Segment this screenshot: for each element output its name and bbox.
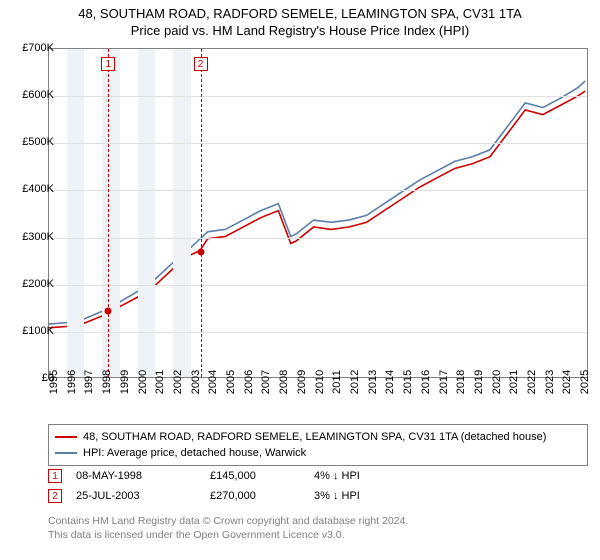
shaded-band [102,49,120,377]
x-tick-label: 2007 [260,370,272,394]
legend-swatch [55,452,77,454]
attribution: Contains HM Land Registry data © Crown c… [48,514,588,542]
x-tick-label: 2018 [455,370,467,394]
sale-price: £270,000 [210,490,300,502]
title-subtitle: Price paid vs. HM Land Registry's House … [0,23,600,38]
gridline [49,332,587,333]
sale-marker-line [108,49,109,377]
x-tick-label: 1998 [101,370,113,394]
sale-marker-box: 2 [194,57,208,71]
sale-price: £145,000 [210,470,300,482]
attribution-line1: Contains HM Land Registry data © Crown c… [48,514,588,528]
x-tick-label: 2022 [526,370,538,394]
x-tick-label: 2009 [296,370,308,394]
sale-row-marker: 1 [48,469,62,483]
x-tick-label: 2008 [278,370,290,394]
x-tick-label: 2001 [154,370,166,394]
series-line [49,81,585,324]
sale-hpi: 3% ↓ HPI [314,490,394,502]
legend-label: 48, SOUTHAM ROAD, RADFORD SEMELE, LEAMIN… [83,431,546,443]
y-tick-label: £300K [22,231,54,243]
gridline [49,190,587,191]
attribution-line2: This data is licensed under the Open Gov… [48,528,588,542]
x-tick-label: 2021 [508,370,520,394]
x-tick-label: 2020 [491,370,503,394]
y-tick-label: £400K [22,183,54,195]
x-tick-label: 2015 [402,370,414,394]
shaded-band [67,49,85,377]
gridline [49,96,587,97]
x-tick-label: 2006 [243,370,255,394]
x-tick-label: 1999 [119,370,131,394]
gridline [49,285,587,286]
x-tick-label: 2010 [314,370,326,394]
sale-marker-dot [105,307,112,314]
title-address: 48, SOUTHAM ROAD, RADFORD SEMELE, LEAMIN… [0,6,600,21]
x-tick-label: 2019 [473,370,485,394]
gridline [49,238,587,239]
x-tick-label: 2016 [420,370,432,394]
chart-area: 12 [48,48,588,378]
x-tick-label: 2023 [544,370,556,394]
series-line [49,91,585,328]
legend-row: HPI: Average price, detached house, Warw… [55,445,581,461]
x-tick-label: 1997 [83,370,95,394]
legend-label: HPI: Average price, detached house, Warw… [83,447,306,459]
x-tick-label: 2011 [331,370,343,394]
legend: 48, SOUTHAM ROAD, RADFORD SEMELE, LEAMIN… [48,424,588,466]
sale-marker-dot [197,248,204,255]
x-tick-label: 1996 [66,370,78,394]
y-tick-label: £500K [22,136,54,148]
x-tick-label: 2005 [225,370,237,394]
x-tick-label: 2004 [207,370,219,394]
x-tick-label: 2024 [561,370,573,394]
legend-row: 48, SOUTHAM ROAD, RADFORD SEMELE, LEAMIN… [55,429,581,445]
sale-marker-line [201,49,202,377]
sale-date: 08-MAY-1998 [76,470,196,482]
sale-marker-box: 1 [101,57,115,71]
gridline [49,143,587,144]
x-tick-label: 2017 [438,370,450,394]
sale-row: 2 25-JUL-2003 £270,000 3% ↓ HPI [48,486,588,506]
x-tick-label: 2013 [367,370,379,394]
chart-container: 48, SOUTHAM ROAD, RADFORD SEMELE, LEAMIN… [0,0,600,560]
plot-svg [49,49,587,377]
y-tick-label: £600K [22,89,54,101]
shaded-band [173,49,191,377]
sale-hpi: 4% ↓ HPI [314,470,394,482]
x-tick-label: 2014 [384,370,396,394]
sales-table: 1 08-MAY-1998 £145,000 4% ↓ HPI 2 25-JUL-2003… [48,466,588,506]
x-tick-label: 1995 [48,370,60,394]
sale-row-marker: 2 [48,489,62,503]
sale-date: 25-JUL-2003 [76,490,196,502]
x-tick-label: 2003 [190,370,202,394]
x-tick-label: 2000 [137,370,149,394]
sale-row: 1 08-MAY-1998 £145,000 4% ↓ HPI [48,466,588,486]
title-block: 48, SOUTHAM ROAD, RADFORD SEMELE, LEAMIN… [0,0,600,40]
x-tick-label: 2012 [349,370,361,394]
legend-swatch [55,436,77,438]
y-tick-label: £700K [22,42,54,54]
y-tick-label: £100K [22,325,54,337]
x-tick-label: 2002 [172,370,184,394]
x-tick-label: 2025 [579,370,591,394]
shaded-band [138,49,156,377]
y-tick-label: £200K [22,278,54,290]
